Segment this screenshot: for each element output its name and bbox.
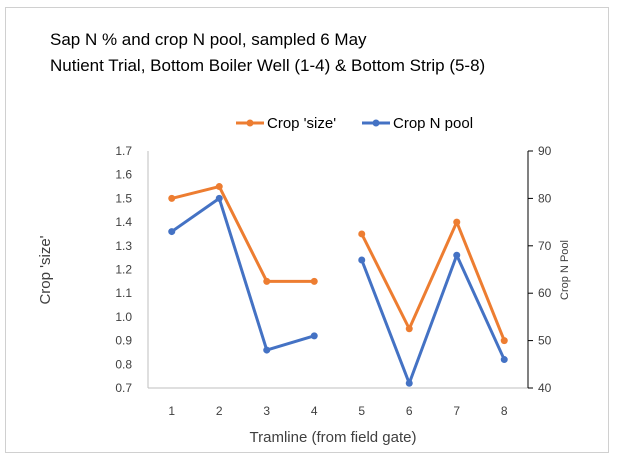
y2-tick-label: 60 [538,286,552,300]
chart: Sap N % and crop N pool, sampled 6 May N… [37,30,571,446]
legend-swatch-point [246,119,254,127]
y-tick-label: 0.8 [115,357,132,371]
y-axis-title: Crop 'size' [37,235,54,304]
y-tick-label: 1.4 [115,215,132,229]
x-axis-title: Tramline (from field gate) [250,429,417,446]
chart-frame: Sap N % and crop N pool, sampled 6 May N… [5,7,609,453]
series-2-point [215,194,223,202]
y-tick-label: 1.5 [115,191,132,205]
chart-subtitle: Nutient Trial, Bottom Boiler Well (1-4) … [50,56,485,75]
x-axis-ticks: 1 2 3 4 5 6 7 8 [168,404,508,418]
series-2-point [358,256,366,264]
x-tick-label: 7 [453,404,460,418]
series-1-point [310,277,318,285]
x-tick-label: 3 [263,404,270,418]
series-2-point [500,356,508,364]
y2-tick-label: 80 [538,191,552,205]
chart-title: Sap N % and crop N pool, sampled 6 May [50,30,367,49]
series-2-point [168,228,176,236]
series-1-point [405,325,413,333]
x-tick-label: 1 [168,404,175,418]
y-tick-label: 1.7 [115,144,132,158]
x-tick-label: 8 [501,404,508,418]
y2-tick-label: 50 [538,334,552,348]
series-2-point [405,379,413,387]
x-tick-label: 5 [358,404,365,418]
series-2-line [360,253,506,385]
series-1-line [360,220,506,342]
y-tick-label: 1.2 [115,263,132,277]
series-2 [168,194,508,387]
y2-tick-label: 40 [538,381,552,395]
y2-tick-label: 90 [538,144,552,158]
legend-swatch-point [372,119,380,127]
series-1-point [263,277,271,285]
x-tick-label: 2 [216,404,223,418]
series-layer [168,183,508,387]
series-1-point [168,194,176,202]
series-2-point [310,332,318,340]
series-1-point [358,230,366,238]
series-2-point [453,251,461,259]
y-axis-right-ticks: 40 50 60 70 80 90 [528,144,552,395]
legend-label: Crop 'size' [267,115,336,132]
series-1-point [453,218,461,226]
y-tick-label: 1.1 [115,286,132,300]
x-tick-label: 4 [311,404,318,418]
y-axis-left-ticks: 0.7 0.8 0.9 1.0 1.1 1.2 1.3 1.4 1.5 1.6 1.7 [115,144,132,395]
series-1-point [215,183,223,191]
y-tick-label: 0.7 [115,381,132,395]
y-tick-label: 1.3 [115,239,132,253]
legend-label: Crop N pool [393,115,473,132]
y2-axis-title: Crop N Pool [559,240,571,300]
series-1 [168,183,508,345]
legend: Crop 'size' Crop N pool [236,115,473,132]
y2-tick-label: 70 [538,239,552,253]
series-1-line [171,185,315,283]
y-tick-label: 1.6 [115,168,132,182]
series-2-point [263,346,271,354]
series-1-point [500,337,508,345]
x-tick-label: 6 [406,404,413,418]
y-tick-label: 0.9 [115,334,132,348]
series-2-line [170,196,315,352]
y-tick-label: 1.0 [115,310,132,324]
